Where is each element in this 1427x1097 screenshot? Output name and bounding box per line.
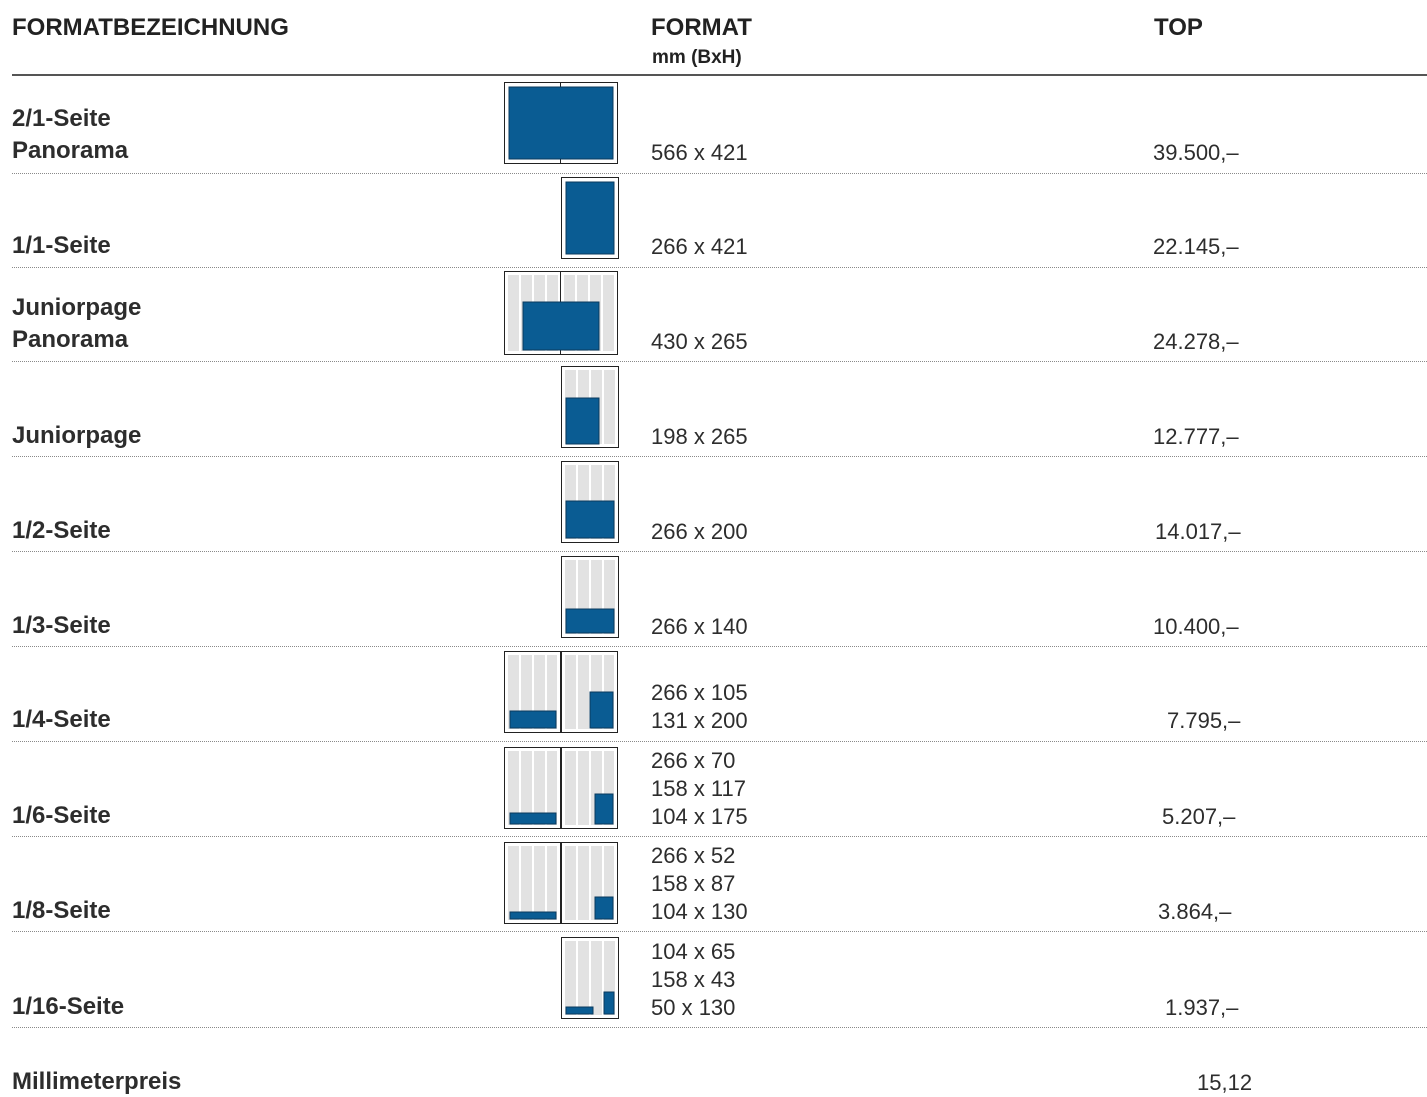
format-icon-eighth — [504, 842, 618, 924]
row-price: 10.400,– — [1153, 614, 1239, 639]
format-value: 50 x 130 — [651, 995, 736, 1020]
row-name-line: Juniorpage — [12, 294, 142, 321]
format-value: 266 x 52 — [651, 843, 736, 868]
millimeterpreis-value: 15,12 — [1197, 1070, 1253, 1095]
format-icon-junior-spread — [504, 271, 618, 355]
format-value: 430 x 265 — [651, 329, 748, 354]
format-value: 131 x 200 — [651, 708, 748, 733]
format-value: 266 x 200 — [651, 519, 748, 544]
row-name-line: 1/2-Seite — [12, 517, 111, 544]
header-formatbezeichnung: FORMATBEZEICHNUNG — [12, 14, 289, 41]
row-name-line: 1/8-Seite — [12, 897, 111, 924]
row-name: Juniorpage Panorama — [12, 292, 141, 356]
row-formats: 566 x 421 — [651, 139, 748, 167]
row-formats: 266 x 200 — [651, 518, 748, 546]
format-value: 104 x 130 — [651, 899, 748, 924]
format-value: 266 x 105 — [651, 680, 748, 705]
row-name-line: 1/4-Seite — [12, 706, 111, 733]
row-name-line: Juniorpage — [12, 422, 142, 449]
millimeterpreis-label: Millimeterpreis — [12, 1068, 182, 1095]
row-name: 1/2-Seite — [12, 515, 111, 547]
row-price: 14.017,– — [1155, 519, 1241, 544]
format-value: 104 x 65 — [651, 939, 736, 964]
header-format: FORMAT — [651, 14, 752, 41]
format-value: 158 x 43 — [651, 967, 736, 992]
row-name: 2/1-Seite Panorama — [12, 103, 128, 167]
format-icon-sixth — [504, 747, 618, 829]
row-formats: 104 x 65 158 x 43 50 x 130 — [651, 938, 735, 1022]
row-price: 39.500,– — [1153, 140, 1239, 165]
row-price: 24.278,– — [1153, 329, 1239, 354]
row-name-line: Panorama — [12, 326, 129, 353]
format-icon-quarter — [504, 651, 618, 733]
row-name: 1/1-Seite — [12, 230, 111, 262]
format-icon-third — [561, 556, 619, 638]
row-name-line: 1/6-Seite — [12, 802, 111, 829]
row-formats: 266 x 421 — [651, 233, 748, 261]
format-value: 566 x 421 — [651, 140, 748, 165]
row-name: 1/3-Seite — [12, 610, 111, 642]
format-value: 266 x 421 — [651, 234, 748, 259]
row-formats: 266 x 70 158 x 117 104 x 175 — [651, 747, 748, 831]
row-divider — [12, 741, 1427, 742]
row-divider — [12, 456, 1427, 457]
row-name: Juniorpage — [12, 420, 141, 452]
row-divider — [12, 1027, 1427, 1028]
row-name: 1/8-Seite — [12, 895, 111, 927]
row-divider — [12, 551, 1427, 552]
row-price: 1.937,– — [1165, 995, 1239, 1020]
row-name: 1/4-Seite — [12, 704, 111, 736]
row-formats: 266 x 140 — [651, 613, 748, 641]
row-name: 1/16-Seite — [12, 991, 124, 1023]
row-price: 7.795,– — [1167, 708, 1241, 733]
row-name-line: 1/16-Seite — [12, 993, 125, 1020]
row-formats: 198 x 265 — [651, 423, 748, 451]
format-value: 104 x 175 — [651, 804, 748, 829]
format-value: 266 x 70 — [651, 748, 736, 773]
row-price: 3.864,– — [1158, 899, 1232, 924]
row-name-line: 2/1-Seite — [12, 105, 111, 132]
row-divider — [12, 173, 1427, 174]
header-rule — [12, 74, 1427, 76]
format-icon-spread-full — [504, 82, 618, 164]
row-price: 22.145,– — [1153, 234, 1239, 259]
row-divider — [12, 361, 1427, 362]
format-value: 158 x 117 — [651, 776, 747, 801]
row-formats: 430 x 265 — [651, 328, 748, 356]
row-divider — [12, 931, 1427, 932]
row-name: 1/6-Seite — [12, 800, 111, 832]
row-name-line: 1/3-Seite — [12, 612, 111, 639]
row-formats: 266 x 105 131 x 200 — [651, 679, 748, 735]
header-format-unit: mm (BxH) — [652, 47, 742, 68]
row-divider — [12, 267, 1427, 268]
row-divider — [12, 646, 1427, 647]
format-value: 158 x 87 — [651, 871, 736, 896]
row-name-line: Panorama — [12, 137, 129, 164]
format-icon-half — [561, 461, 619, 543]
row-price: 5.207,– — [1162, 804, 1236, 829]
format-value: 198 x 265 — [651, 424, 748, 449]
row-name-line: 1/1-Seite — [12, 232, 111, 259]
format-icon-page-full — [561, 177, 619, 259]
row-divider — [12, 836, 1427, 837]
format-icon-junior — [561, 366, 619, 448]
row-price: 12.777,– — [1153, 424, 1239, 449]
format-value: 266 x 140 — [651, 614, 748, 639]
row-formats: 266 x 52 158 x 87 104 x 130 — [651, 842, 748, 926]
header-price-top: TOP — [1154, 14, 1203, 41]
format-icon-sixteenth — [561, 937, 619, 1019]
